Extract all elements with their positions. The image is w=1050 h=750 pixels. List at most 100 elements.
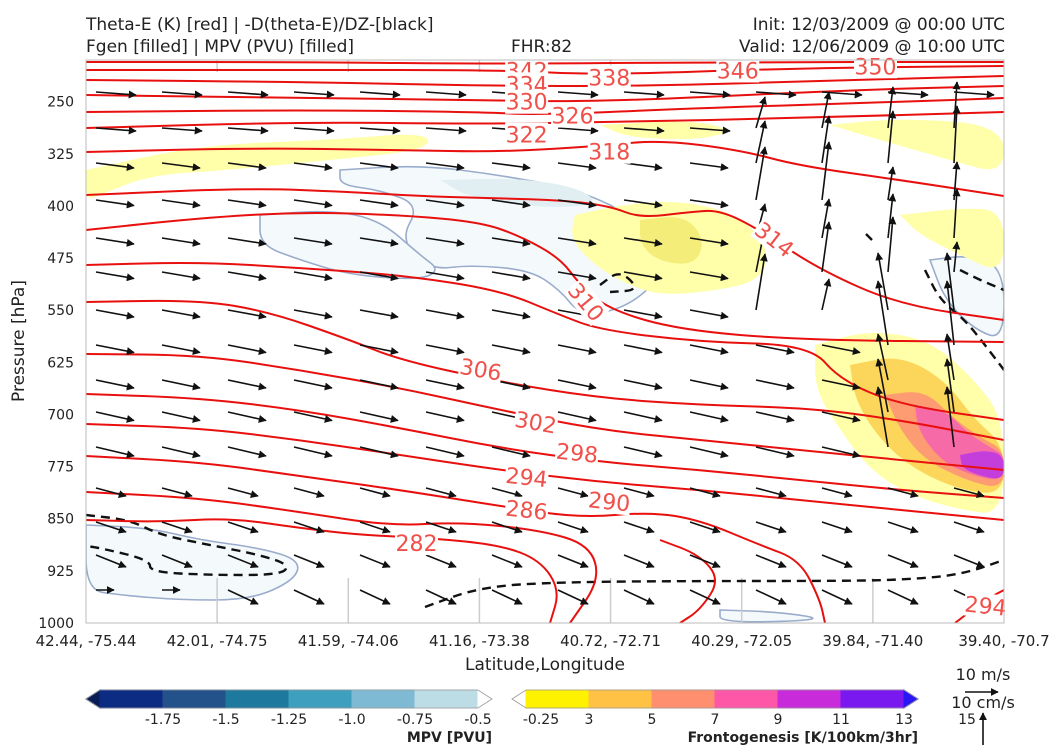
plot-frame <box>85 59 1005 624</box>
stability-dashed-contour <box>923 269 1004 371</box>
wind-vector <box>689 90 731 99</box>
mpv-colorbar-tick-label: -1.25 <box>271 712 307 728</box>
theta-e-contour <box>86 393 1004 499</box>
wind-vector <box>161 237 201 247</box>
wind-vector <box>491 521 523 534</box>
wind-vector <box>821 141 833 201</box>
wind-vector <box>293 90 335 99</box>
wind-vector <box>875 333 889 381</box>
wind-vector <box>293 411 333 423</box>
wind-vector <box>227 446 267 459</box>
wind-vector <box>887 554 919 569</box>
wind-vector <box>161 309 201 320</box>
theta-e-label-bg <box>512 406 560 438</box>
fgen-fill-region <box>900 208 1004 268</box>
forecast-hour: FHR:82 <box>511 37 573 57</box>
theta-e-contour <box>86 455 826 623</box>
y-tick-label: 475 <box>47 251 74 267</box>
wind-vector <box>293 162 333 172</box>
wind-vector <box>689 521 721 534</box>
wind-vector <box>952 81 961 129</box>
wind-vector <box>623 521 655 534</box>
theta-e-contour <box>86 75 1004 88</box>
y-tick-label: 400 <box>47 199 74 215</box>
wind-vector <box>821 554 853 569</box>
wind-vector <box>943 386 955 448</box>
wind-vector <box>944 333 955 381</box>
fgen-colorbar-tick-label: 11 <box>832 712 850 728</box>
wind-vector <box>557 379 597 391</box>
mpv-colorbar-swatch <box>477 689 493 709</box>
wind-vector <box>557 411 597 423</box>
wind-vector <box>623 446 663 459</box>
wind-vector <box>95 271 135 282</box>
wind-vector <box>359 344 399 356</box>
wind-vector <box>161 162 201 172</box>
mpv-colorbar-swatch <box>351 689 416 709</box>
wind-vector <box>887 110 897 164</box>
theta-e-label: 330 <box>506 91 548 116</box>
wind-vector <box>95 554 127 569</box>
mpv-colorbar-label: MPV [PVU] <box>407 730 492 746</box>
wind-vector <box>953 521 985 534</box>
wind-vector <box>952 105 961 164</box>
wind-vector <box>689 446 729 459</box>
wind-vector <box>689 589 721 605</box>
wind-vector <box>425 446 465 459</box>
wind-vector <box>227 162 267 172</box>
wind-vector <box>689 309 729 320</box>
theta-e-label: 322 <box>506 123 548 148</box>
wind-vector <box>875 280 889 346</box>
mpv-colorbar-swatch <box>414 689 479 709</box>
fgen-colorbar-swatch <box>777 689 842 709</box>
fgen-colorbar-swatch <box>840 689 905 709</box>
wind-vector <box>425 126 467 135</box>
wind-vector <box>491 589 523 605</box>
wind-vector <box>557 344 597 356</box>
x-tick-label: 39.84, -71.40 <box>822 632 923 650</box>
wind-vector <box>425 379 465 391</box>
theta-e-label: 298 <box>555 440 599 469</box>
wind-vector <box>755 521 787 534</box>
wind-key-label-2: 10 cm/s <box>951 693 1015 712</box>
fgen-colorbar-tick-label: 13 <box>895 712 913 728</box>
wind-vector <box>359 521 391 534</box>
wind-vector <box>491 487 523 499</box>
theta-e-label-bg <box>505 89 549 114</box>
wind-vector <box>227 126 269 135</box>
theta-e-label: 350 <box>854 55 896 80</box>
wind-vector <box>623 487 655 499</box>
wind-vector <box>821 115 832 164</box>
wind-vector <box>293 271 333 282</box>
wind-vector <box>359 126 401 135</box>
wind-vector <box>491 199 531 209</box>
wind-vector <box>293 379 333 391</box>
wind-vector <box>755 90 797 99</box>
wind-vector <box>821 91 832 129</box>
y-tick-label: 1000 <box>38 616 74 632</box>
chart-title-line-2: Fgen [filled] | MPV (PVU) [filled] <box>86 37 355 57</box>
theta-e-label-bg <box>457 353 504 385</box>
wind-vector <box>161 487 193 499</box>
wind-vector <box>887 90 929 99</box>
filled-contours <box>86 119 1004 623</box>
wind-vector <box>755 554 787 569</box>
fgen-colorbar-swatch <box>511 689 527 709</box>
wind-vector <box>95 379 135 391</box>
wind-vector <box>623 589 655 605</box>
fgen-colorbar-swatch <box>588 689 653 709</box>
wind-vector <box>359 162 399 172</box>
wind-vector <box>623 411 663 423</box>
wind-vector <box>821 487 853 499</box>
wind-vector <box>425 589 457 605</box>
wind-vector <box>689 344 729 356</box>
wind-vector <box>821 198 832 239</box>
wind-vector <box>425 271 465 282</box>
wind-vector <box>887 86 897 129</box>
wind-vector <box>293 199 333 209</box>
wind-vector <box>161 344 201 356</box>
wind-vector <box>227 309 267 320</box>
wind-vector <box>689 126 731 135</box>
wind-vector <box>887 589 919 605</box>
wind-vector <box>359 90 401 99</box>
